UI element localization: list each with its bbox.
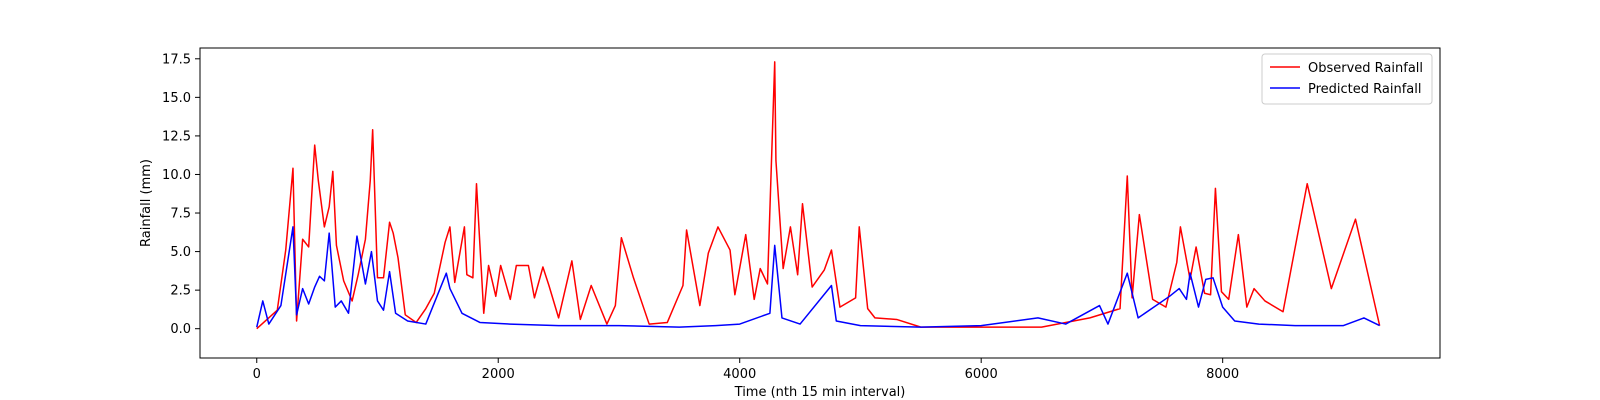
x-tick-label: 8000 (1206, 367, 1239, 382)
y-tick-label: 15.0 (162, 91, 191, 106)
x-tick-label: 4000 (723, 367, 756, 382)
y-tick-label: 2.5 (170, 284, 191, 299)
y-tick-label: 10.0 (162, 168, 191, 183)
y-tick-label: 5.0 (170, 245, 191, 260)
y-tick-label: 7.5 (170, 207, 191, 222)
plot-frame (199, 47, 1441, 359)
x-tick-label: 6000 (965, 367, 998, 382)
y-tick-label: 17.5 (162, 52, 191, 67)
legend-label-predicted: Predicted Rainfall (1308, 82, 1422, 97)
series-line-predicted (256, 226, 1380, 328)
plot-area (200, 48, 1440, 358)
legend: Observed Rainfall Predicted Rainfall (1261, 53, 1433, 105)
y-axis-label: Rainfall (mm) (139, 159, 154, 247)
x-tick-label: 0 (253, 367, 261, 382)
x-tick-label: 2000 (482, 367, 515, 382)
legend-box (1261, 53, 1433, 105)
y-tick-label: 12.5 (162, 129, 191, 144)
x-axis-label: Time (nth 15 min interval) (734, 385, 906, 400)
series-line-observed (256, 61, 1381, 330)
legend-label-observed: Observed Rainfall (1308, 61, 1423, 76)
y-tick-label: 0.0 (170, 322, 191, 337)
